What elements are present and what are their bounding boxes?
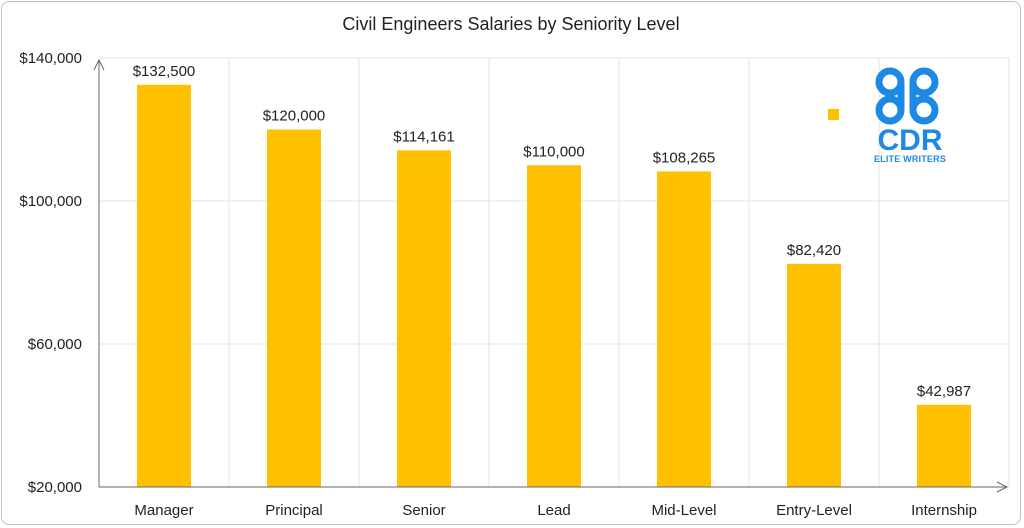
chart-title: Civil Engineers Salaries by Seniority Le… bbox=[342, 14, 680, 34]
cdr-logo-icon: CDR bbox=[875, 67, 943, 154]
cdr-logo: CDR ELITE WRITERS bbox=[868, 66, 952, 166]
y-tick-label: $140,000 bbox=[19, 50, 82, 67]
category-label: Internship bbox=[911, 502, 977, 519]
bar bbox=[527, 165, 581, 487]
data-label: $120,000 bbox=[263, 108, 326, 125]
y-tick-label: $100,000 bbox=[19, 193, 82, 210]
y-axis-arrow bbox=[93, 58, 105, 71]
cdr-logo-mark: CDR bbox=[878, 124, 943, 154]
category-label: Manager bbox=[134, 502, 193, 519]
category-label: Lead bbox=[537, 502, 570, 519]
bar bbox=[267, 129, 321, 487]
bar bbox=[397, 150, 451, 487]
legend-swatch bbox=[828, 109, 839, 120]
bar bbox=[787, 263, 841, 487]
data-label: $114,161 bbox=[393, 128, 454, 145]
data-label: $132,500 bbox=[133, 63, 196, 80]
bar bbox=[917, 404, 971, 487]
y-tick-label: $20,000 bbox=[28, 479, 82, 496]
bar bbox=[137, 84, 191, 487]
data-label: $110,000 bbox=[523, 143, 584, 160]
data-label: $82,420 bbox=[787, 242, 841, 259]
bar bbox=[657, 171, 711, 487]
category-label: Principal bbox=[265, 502, 323, 519]
y-tick-label: $60,000 bbox=[28, 336, 82, 353]
category-label: Entry-Level bbox=[776, 502, 852, 519]
category-label: Senior bbox=[402, 502, 445, 519]
category-label: Mid-Level bbox=[651, 502, 716, 519]
data-label: $42,987 bbox=[917, 383, 971, 400]
cdr-logo-subtitle: ELITE WRITERS bbox=[873, 154, 947, 164]
x-axis-arrow bbox=[996, 481, 1009, 493]
data-label: $108,265 bbox=[653, 149, 716, 166]
